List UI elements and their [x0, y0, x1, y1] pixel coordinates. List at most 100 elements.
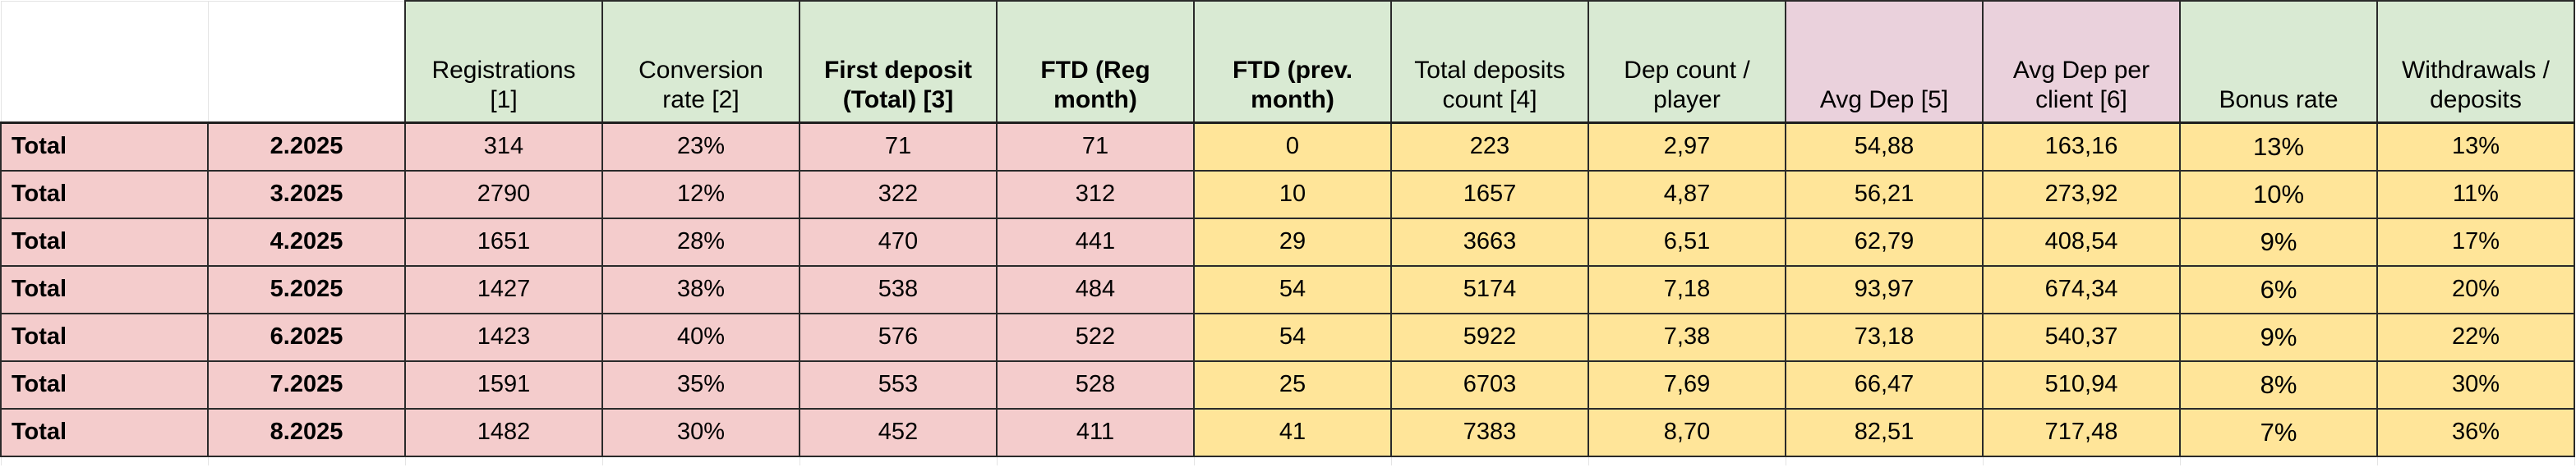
cell-ftd-prev-month[interactable]: 10 — [1193, 169, 1392, 219]
empty-cell[interactable] — [1588, 456, 1786, 465]
cell-ftd-prev-month[interactable]: 25 — [1193, 360, 1392, 410]
cell-row-label[interactable]: Total — [0, 169, 209, 219]
cell-month[interactable]: 8.2025 — [207, 407, 406, 457]
cell-avg-dep[interactable]: 82,51 — [1785, 407, 1984, 457]
cell-total-deposits-count[interactable]: 6703 — [1390, 360, 1589, 410]
header-total-deposits-count[interactable]: Total deposits count [4] — [1390, 0, 1589, 124]
header-conversion-rate[interactable]: Conversion rate [2] — [601, 0, 800, 124]
cell-conversion-rate[interactable]: 38% — [601, 264, 800, 314]
empty-cell[interactable] — [207, 456, 406, 465]
cell-ftd-prev-month[interactable]: 41 — [1193, 407, 1392, 457]
cell-ftd-reg-month[interactable]: 411 — [996, 407, 1195, 457]
cell-ftd-reg-month[interactable]: 441 — [996, 217, 1195, 267]
empty-cell[interactable] — [404, 456, 603, 465]
header-month[interactable] — [207, 0, 406, 124]
empty-cell[interactable] — [2179, 456, 2378, 465]
cell-first-deposit-total[interactable]: 452 — [799, 407, 998, 457]
cell-bonus-rate[interactable]: 6% — [2179, 264, 2378, 314]
cell-registrations[interactable]: 2790 — [404, 169, 603, 219]
cell-avg-dep[interactable]: 54,88 — [1785, 121, 1984, 172]
cell-registrations[interactable]: 1427 — [404, 264, 603, 314]
cell-conversion-rate[interactable]: 40% — [601, 312, 800, 362]
cell-dep-count-per-player[interactable]: 4,87 — [1588, 169, 1786, 219]
cell-row-label[interactable]: Total — [0, 360, 209, 410]
cell-total-deposits-count[interactable]: 5922 — [1390, 312, 1589, 362]
cell-avg-dep[interactable]: 73,18 — [1785, 312, 1984, 362]
cell-ftd-reg-month[interactable]: 528 — [996, 360, 1195, 410]
cell-avg-dep[interactable]: 66,47 — [1785, 360, 1984, 410]
cell-conversion-rate[interactable]: 30% — [601, 407, 800, 457]
cell-bonus-rate[interactable]: 10% — [2179, 169, 2378, 219]
cell-ftd-prev-month[interactable]: 54 — [1193, 264, 1392, 314]
empty-cell[interactable] — [1390, 456, 1589, 465]
cell-first-deposit-total[interactable]: 576 — [799, 312, 998, 362]
cell-row-label[interactable]: Total — [0, 121, 209, 172]
cell-ftd-prev-month[interactable]: 29 — [1193, 217, 1392, 267]
cell-total-deposits-count[interactable]: 3663 — [1390, 217, 1589, 267]
header-ftd-prev-month[interactable]: FTD (prev. month) — [1193, 0, 1392, 124]
cell-avg-dep-per-client[interactable]: 408,54 — [1982, 217, 2181, 267]
empty-cell[interactable] — [0, 456, 209, 465]
cell-row-label[interactable]: Total — [0, 312, 209, 362]
cell-month[interactable]: 6.2025 — [207, 312, 406, 362]
cell-total-deposits-count[interactable]: 7383 — [1390, 407, 1589, 457]
cell-avg-dep-per-client[interactable]: 540,37 — [1982, 312, 2181, 362]
header-bonus-rate[interactable]: Bonus rate — [2179, 0, 2378, 124]
cell-avg-dep-per-client[interactable]: 163,16 — [1982, 121, 2181, 172]
cell-withdrawals-deposits[interactable]: 30% — [2376, 360, 2575, 410]
cell-total-deposits-count[interactable]: 5174 — [1390, 264, 1589, 314]
empty-cell[interactable] — [996, 456, 1195, 465]
header-registrations[interactable]: Registrations [1] — [404, 0, 603, 124]
cell-dep-count-per-player[interactable]: 7,38 — [1588, 312, 1786, 362]
cell-registrations[interactable]: 1482 — [404, 407, 603, 457]
cell-withdrawals-deposits[interactable]: 17% — [2376, 217, 2575, 267]
cell-ftd-reg-month[interactable]: 484 — [996, 264, 1195, 314]
cell-conversion-rate[interactable]: 35% — [601, 360, 800, 410]
cell-registrations[interactable]: 314 — [404, 121, 603, 172]
cell-ftd-reg-month[interactable]: 522 — [996, 312, 1195, 362]
cell-conversion-rate[interactable]: 28% — [601, 217, 800, 267]
cell-total-deposits-count[interactable]: 1657 — [1390, 169, 1589, 219]
cell-withdrawals-deposits[interactable]: 36% — [2376, 407, 2575, 457]
empty-cell[interactable] — [2376, 456, 2575, 465]
header-ftd-reg-month[interactable]: FTD (Reg month) — [996, 0, 1195, 124]
empty-cell[interactable] — [1785, 456, 1984, 465]
cell-avg-dep-per-client[interactable]: 717,48 — [1982, 407, 2181, 457]
cell-month[interactable]: 4.2025 — [207, 217, 406, 267]
cell-row-label[interactable]: Total — [0, 217, 209, 267]
cell-ftd-reg-month[interactable]: 312 — [996, 169, 1195, 219]
cell-first-deposit-total[interactable]: 470 — [799, 217, 998, 267]
cell-conversion-rate[interactable]: 12% — [601, 169, 800, 219]
cell-first-deposit-total[interactable]: 538 — [799, 264, 998, 314]
cell-bonus-rate[interactable]: 7% — [2179, 407, 2378, 457]
cell-month[interactable]: 3.2025 — [207, 169, 406, 219]
cell-ftd-prev-month[interactable]: 0 — [1193, 121, 1392, 172]
empty-cell[interactable] — [601, 456, 800, 465]
cell-first-deposit-total[interactable]: 322 — [799, 169, 998, 219]
cell-avg-dep-per-client[interactable]: 674,34 — [1982, 264, 2181, 314]
header-avg-dep-per-client[interactable]: Avg Dep per client [6] — [1982, 0, 2181, 124]
cell-bonus-rate[interactable]: 8% — [2179, 360, 2378, 410]
header-first-deposit-total[interactable]: First deposit (Total) [3] — [799, 0, 998, 124]
cell-bonus-rate[interactable]: 9% — [2179, 312, 2378, 362]
cell-registrations[interactable]: 1423 — [404, 312, 603, 362]
cell-avg-dep[interactable]: 62,79 — [1785, 217, 1984, 267]
cell-avg-dep-per-client[interactable]: 273,92 — [1982, 169, 2181, 219]
cell-dep-count-per-player[interactable]: 2,97 — [1588, 121, 1786, 172]
cell-dep-count-per-player[interactable]: 6,51 — [1588, 217, 1786, 267]
cell-dep-count-per-player[interactable]: 8,70 — [1588, 407, 1786, 457]
header-dep-count-per-player[interactable]: Dep count / player — [1588, 0, 1786, 124]
cell-dep-count-per-player[interactable]: 7,18 — [1588, 264, 1786, 314]
cell-month[interactable]: 7.2025 — [207, 360, 406, 410]
cell-conversion-rate[interactable]: 23% — [601, 121, 800, 172]
cell-withdrawals-deposits[interactable]: 11% — [2376, 169, 2575, 219]
cell-registrations[interactable]: 1651 — [404, 217, 603, 267]
cell-ftd-prev-month[interactable]: 54 — [1193, 312, 1392, 362]
cell-row-label[interactable]: Total — [0, 264, 209, 314]
header-row-label[interactable] — [0, 0, 209, 124]
empty-cell[interactable] — [799, 456, 998, 465]
cell-month[interactable]: 5.2025 — [207, 264, 406, 314]
cell-avg-dep-per-client[interactable]: 510,94 — [1982, 360, 2181, 410]
cell-registrations[interactable]: 1591 — [404, 360, 603, 410]
cell-dep-count-per-player[interactable]: 7,69 — [1588, 360, 1786, 410]
